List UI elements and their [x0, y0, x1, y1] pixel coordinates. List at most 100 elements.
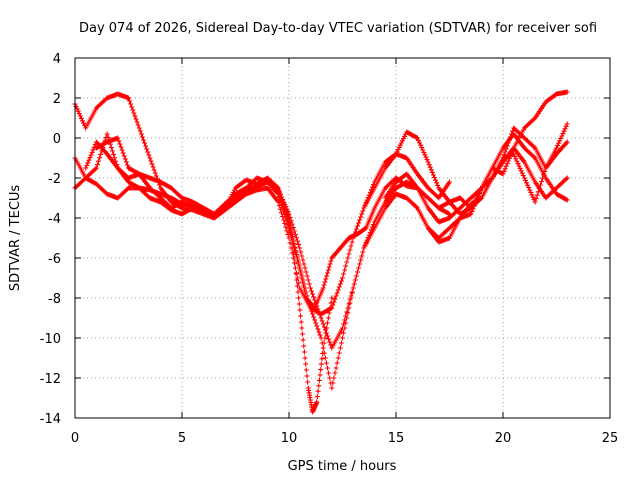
data-point-marker: [317, 312, 323, 318]
data-point-marker: [423, 154, 429, 160]
data-point-marker: [518, 168, 524, 174]
data-point-marker: [325, 365, 331, 371]
data-point-marker: [301, 261, 307, 267]
data-point-marker: [435, 182, 441, 188]
data-point-marker: [115, 135, 121, 141]
data-point-marker: [328, 258, 334, 264]
y-tick-label: -8: [48, 292, 61, 307]
data-point-marker: [351, 232, 357, 238]
data-point-marker: [413, 204, 419, 210]
data-point-marker: [337, 345, 343, 351]
data-point-marker: [427, 164, 433, 170]
data-points: [72, 89, 570, 415]
data-point-marker: [151, 167, 157, 173]
data-point-marker: [524, 180, 530, 186]
y-tick-label: -14: [40, 412, 61, 427]
data-point-marker: [295, 257, 301, 263]
data-point-marker: [353, 273, 359, 279]
data-point-marker: [111, 151, 117, 157]
data-point-marker: [357, 217, 363, 223]
data-point-marker: [76, 111, 82, 117]
data-point-marker: [413, 134, 419, 140]
data-point-marker: [295, 238, 301, 244]
data-point-marker: [356, 265, 362, 271]
data-point-marker: [488, 176, 494, 182]
data-point-marker: [281, 208, 287, 214]
data-point-marker: [302, 265, 308, 271]
data-point-marker: [468, 211, 474, 217]
data-point-marker: [514, 158, 520, 164]
data-point-marker: [288, 218, 294, 224]
data-point-marker: [290, 255, 296, 261]
data-point-marker: [539, 179, 545, 185]
data-point-marker: [501, 168, 507, 174]
data-point-marker: [297, 307, 303, 313]
data-point-marker: [92, 166, 98, 172]
data-point-marker: [337, 281, 343, 287]
data-point-marker: [314, 399, 320, 405]
data-point-marker: [283, 204, 289, 210]
data-point-marker: [280, 205, 286, 211]
data-point-marker: [289, 237, 295, 243]
data-point-marker: [351, 281, 357, 287]
data-point-marker: [133, 116, 139, 122]
data-point-marker: [557, 138, 563, 144]
data-point-marker: [528, 189, 534, 195]
data-point-marker: [319, 340, 325, 346]
data-point-marker: [79, 118, 85, 124]
data-point-marker: [123, 159, 129, 165]
data-point-marker: [326, 370, 332, 376]
data-point-marker: [310, 311, 316, 317]
data-point-marker: [315, 306, 321, 312]
data-point-marker: [564, 89, 570, 95]
data-point-marker: [142, 140, 148, 146]
data-point-marker: [88, 152, 94, 158]
data-point-marker: [301, 281, 307, 287]
data-point-marker: [332, 296, 338, 302]
data-point-marker: [293, 270, 299, 276]
data-point-marker: [502, 149, 508, 155]
data-point-marker: [334, 290, 340, 296]
data-point-marker: [329, 385, 335, 391]
data-point-marker: [515, 161, 521, 167]
data-point-marker: [318, 367, 324, 373]
data-point-marker: [343, 320, 349, 326]
data-point-marker: [429, 169, 435, 175]
series-track-5: [93, 135, 463, 391]
data-point-marker: [291, 228, 297, 234]
data-point-marker: [147, 155, 153, 161]
data-point-marker: [315, 326, 321, 332]
data-point-marker: [344, 315, 350, 321]
data-point-marker: [290, 241, 296, 247]
data-point-marker: [304, 273, 310, 279]
data-point-marker: [418, 142, 424, 148]
data-point-marker: [306, 281, 312, 287]
data-point-marker: [138, 131, 144, 137]
data-point-marker: [319, 356, 325, 362]
data-point-marker: [415, 137, 421, 143]
data-point-marker: [119, 147, 125, 153]
data-point-marker: [287, 214, 293, 220]
data-point-marker: [303, 269, 309, 275]
data-point-marker: [329, 305, 335, 311]
data-point-marker: [75, 108, 81, 114]
data-point-marker: [129, 104, 135, 110]
data-point-marker: [108, 145, 114, 151]
data-point-marker: [296, 242, 302, 248]
data-point-marker: [350, 235, 356, 241]
data-point-marker: [292, 265, 298, 271]
data-point-marker: [359, 253, 365, 259]
data-point-marker: [286, 211, 292, 217]
x-tick-label: 25: [602, 431, 619, 446]
data-point-marker: [130, 107, 136, 113]
data-point-marker: [289, 250, 295, 256]
data-point-marker: [505, 140, 511, 146]
data-point-marker: [299, 331, 305, 337]
data-point-marker: [353, 226, 359, 232]
data-point-marker: [297, 265, 303, 271]
data-point-marker: [131, 110, 137, 116]
data-point-marker: [312, 297, 318, 303]
data-point-marker: [305, 379, 311, 385]
data-point-marker: [350, 285, 356, 291]
data-point-marker: [315, 388, 321, 394]
